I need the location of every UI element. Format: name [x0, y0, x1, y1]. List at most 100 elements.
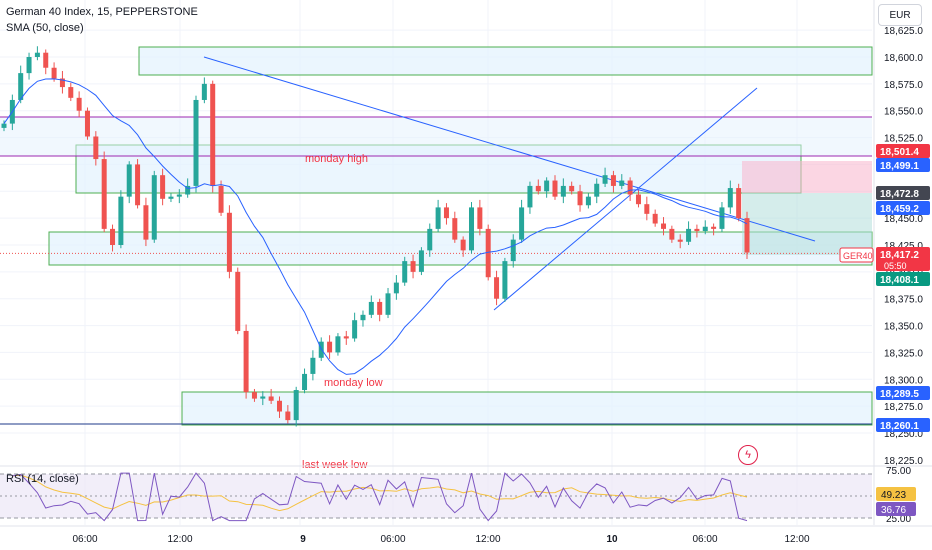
candle-body [485, 228, 491, 278]
candle-body [385, 293, 391, 315]
candle-body [226, 212, 232, 272]
x-tick-label: 06:00 [72, 534, 97, 545]
price-tag-18472-bg [876, 186, 930, 200]
candle-body [126, 164, 132, 197]
candle-body [719, 207, 725, 229]
y-tick-label: 18,625.0 [884, 26, 923, 37]
countdown: 05:50 [884, 261, 907, 271]
candle-body [26, 57, 32, 74]
y-tick-label: 18,325.0 [884, 348, 923, 359]
candle-body [243, 330, 249, 393]
candle-body [293, 390, 299, 421]
rsi-ma-value: 49.23 [881, 490, 906, 501]
price-tag-18260-bg [876, 418, 930, 432]
candle-body [101, 159, 107, 229]
x-tick-label: 12:00 [784, 534, 809, 545]
price-tag-18408-bg [876, 272, 930, 286]
candle-body [93, 136, 99, 160]
candle-body [84, 110, 90, 137]
candle-body [310, 357, 316, 374]
candle-body [477, 207, 483, 229]
price-tag-18472: 18,472.8 [880, 189, 919, 200]
rsi-ma-tag-bg [876, 487, 916, 501]
candle-body [276, 400, 282, 412]
candle-body [393, 282, 399, 294]
candle-body [644, 204, 650, 214]
candle-body [110, 228, 116, 245]
candle-body [585, 196, 591, 206]
price-tag-18499: 18,499.1 [880, 161, 919, 172]
candle-body [193, 99, 199, 186]
symbol-tag-bg [839, 247, 874, 263]
candle-body [527, 185, 533, 208]
candle-body [569, 185, 575, 192]
candle-body [135, 164, 141, 206]
candle-body [76, 97, 82, 111]
zone-purple [0, 117, 872, 156]
y-tick-label: 18,225.0 [884, 456, 923, 467]
candle-body [43, 52, 49, 68]
candle-body [635, 194, 641, 205]
price-tag-18459: 18,459.2 [880, 204, 919, 215]
candle-body [652, 213, 658, 224]
rsi-level-75: 75.00 [886, 466, 911, 477]
candle-body [18, 73, 24, 100]
candle-body [377, 301, 383, 315]
candle-body [418, 250, 424, 272]
candle-body [1, 123, 7, 128]
candle-body [627, 180, 633, 195]
candle-body [268, 396, 274, 401]
candle-body [619, 180, 625, 186]
rsi-level-25: 25.00 [886, 514, 911, 525]
candle-body [185, 185, 191, 195]
y-tick-label: 18,525.0 [884, 134, 923, 145]
candle-body [435, 207, 441, 229]
candle-body [661, 223, 667, 229]
candle-body [594, 183, 600, 197]
y-tick-label: 18,550.0 [884, 107, 923, 118]
price-tag-18459-bg [876, 201, 930, 215]
candle-body [744, 218, 750, 253]
sma-line [3, 78, 748, 375]
price-tag-18260: 18,260.1 [880, 421, 919, 432]
annotation-monday-low: monday low [324, 377, 383, 389]
candle-body [260, 396, 266, 399]
candle-body [343, 336, 349, 339]
y-tick-label: 18,350.0 [884, 322, 923, 333]
candle-body [544, 180, 550, 192]
x-tick-label: 9 [300, 534, 306, 545]
candle-body [360, 314, 366, 321]
candle-body [560, 185, 566, 197]
annotation-last-week-low: last week low [302, 459, 367, 471]
candle-body [34, 52, 40, 57]
candle-body [168, 196, 174, 199]
y-tick-label: 18,250.0 [884, 429, 923, 440]
currency-selector[interactable]: EUR [878, 4, 922, 26]
candle-body [201, 83, 207, 100]
y-tick-label: 18,275.0 [884, 402, 923, 413]
candle-body [335, 336, 341, 353]
candle-body [694, 228, 700, 232]
trendline-down [203, 56, 816, 242]
candle-body [210, 83, 216, 186]
candle-body [727, 188, 733, 208]
candle-body [352, 320, 358, 339]
flash-icon[interactable]: ϟ [738, 445, 758, 465]
sma-legend: SMA (50, close) [6, 22, 84, 34]
candle-body [410, 261, 416, 272]
candle-body [68, 87, 74, 98]
candle-body [51, 67, 57, 79]
price-tag-18408: 18,408.1 [880, 275, 919, 286]
y-tick-label: 18,450.0 [884, 214, 923, 225]
candle-body [494, 277, 500, 299]
candle-body [160, 175, 166, 199]
trendline-up [493, 87, 758, 311]
current-price-value: 18,417.2 [880, 250, 919, 261]
y-tick-label: 18,600.0 [884, 53, 923, 64]
candle-body [302, 373, 308, 391]
take-profit-box [742, 193, 872, 255]
current-price-tag-bg [876, 247, 930, 271]
candle-body [452, 218, 458, 240]
candle-body [427, 228, 433, 251]
